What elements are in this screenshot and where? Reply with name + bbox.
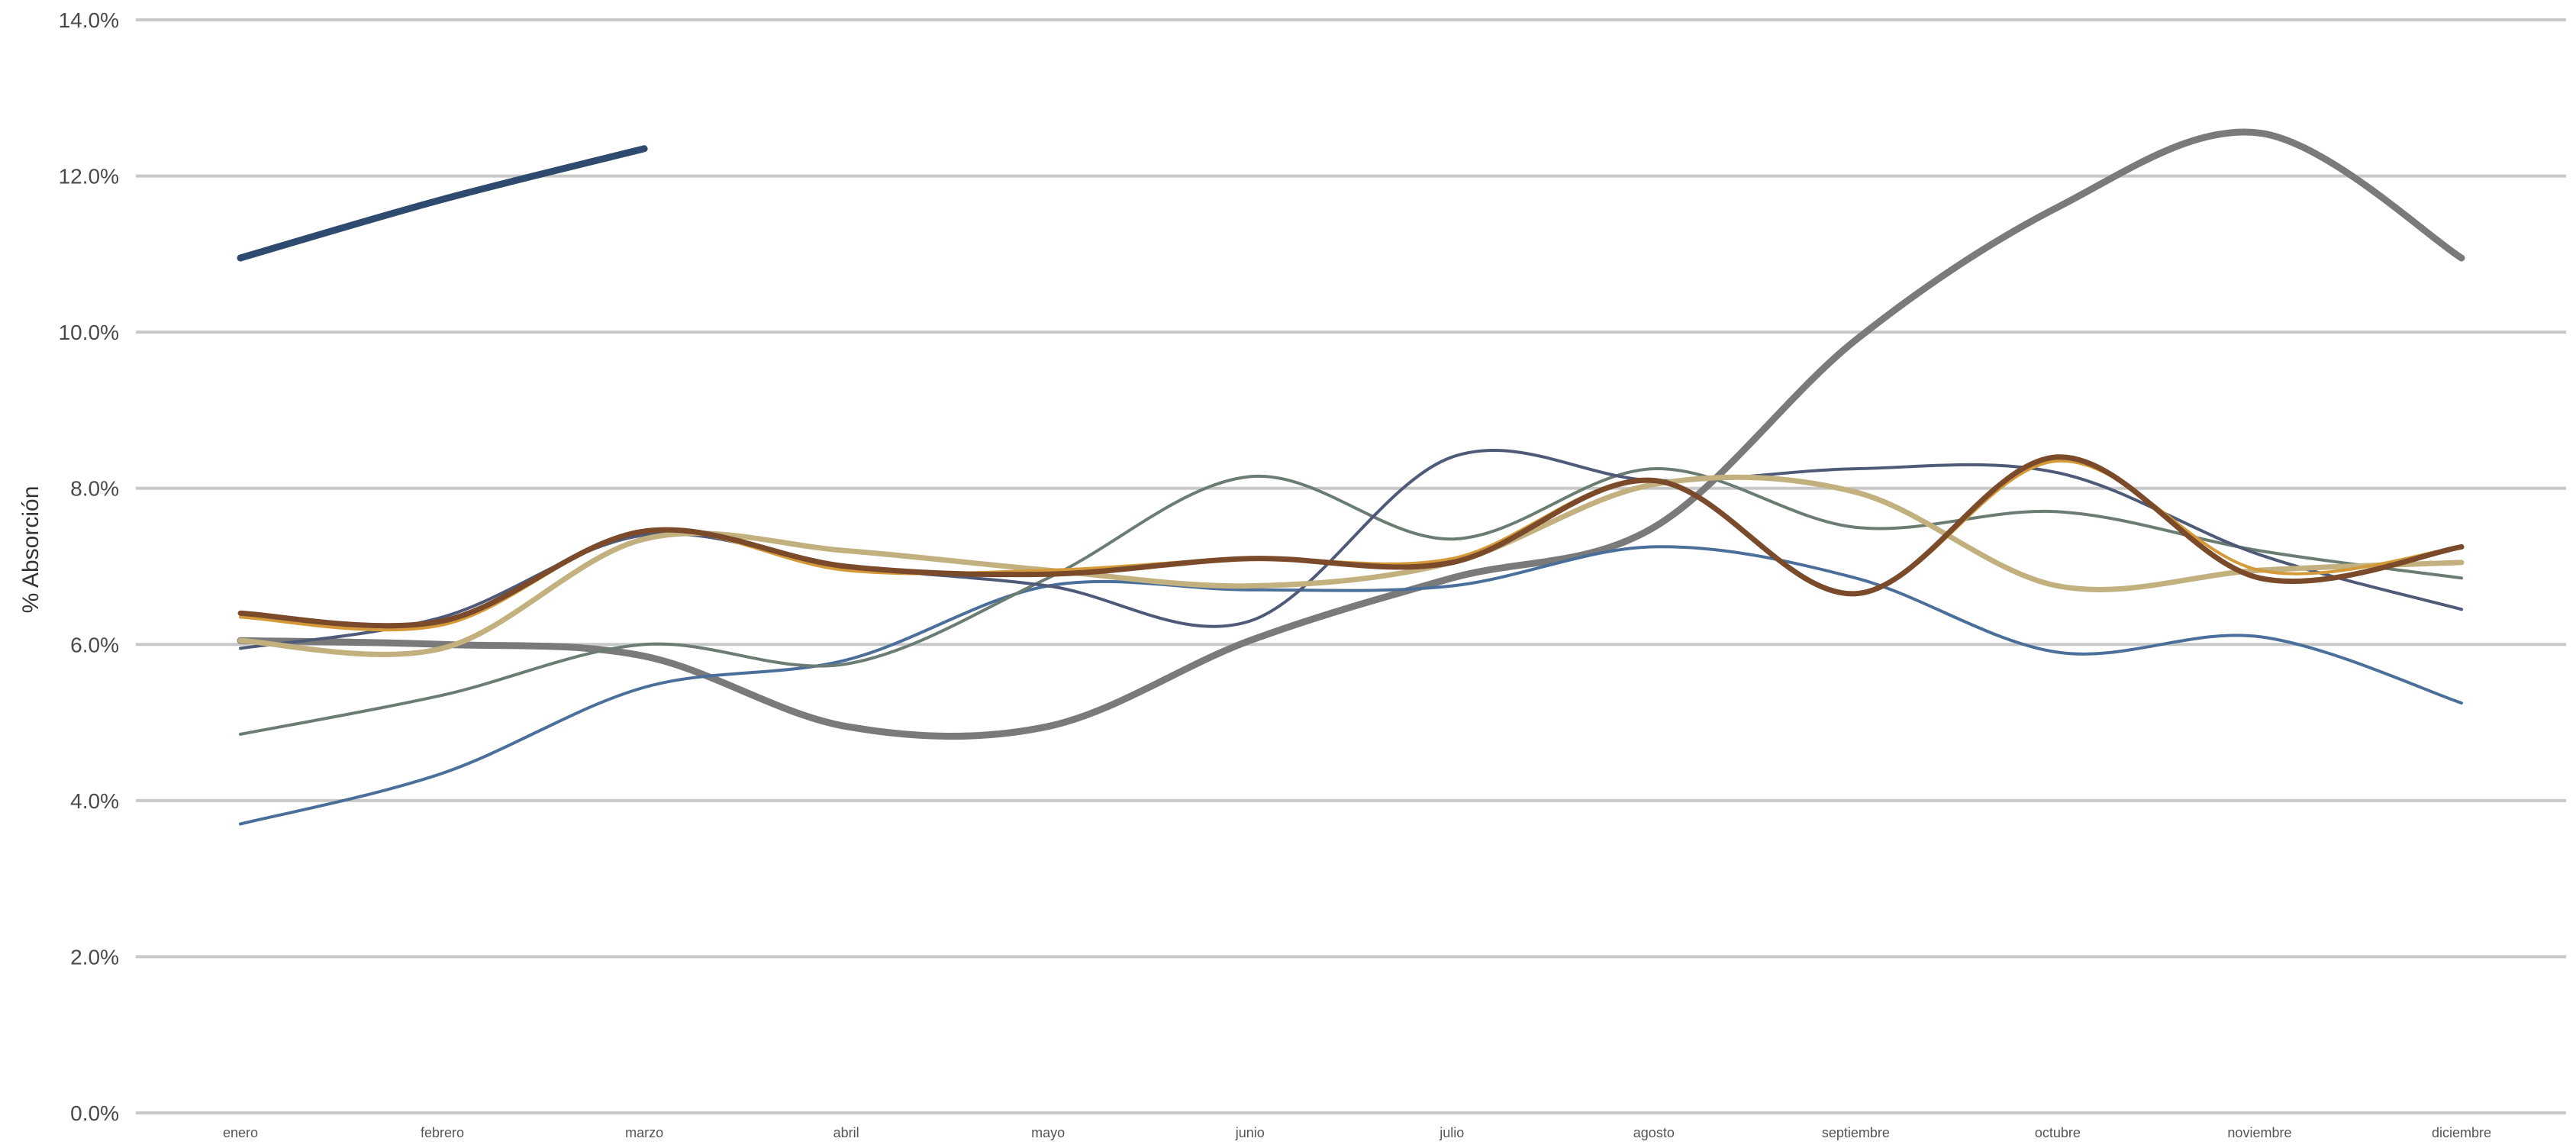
x-tick-label: abril (833, 1125, 859, 1140)
y-tick-label: 4.0% (70, 789, 119, 813)
x-tick-label: marzo (625, 1125, 663, 1140)
x-tick-label: mayo (1031, 1125, 1065, 1140)
x-tick-label: septiembre (1822, 1125, 1890, 1140)
x-tick-label: junio (1235, 1125, 1265, 1140)
series-line-8 (237, 454, 2465, 629)
series-line-4 (239, 467, 2463, 736)
y-axis-label: % Absorción (18, 486, 44, 614)
x-tick-label: octubre (2035, 1125, 2081, 1140)
y-tick-label: 14.0% (59, 8, 119, 32)
x-tick-label: noviembre (2227, 1125, 2291, 1140)
y-tick-label: 6.0% (70, 633, 119, 656)
y-tick-label: 12.0% (59, 165, 119, 189)
y-tick-label: 2.0% (70, 945, 119, 969)
series-line-3 (239, 545, 2463, 826)
series-line-5 (239, 449, 2463, 650)
series-line-1 (237, 145, 648, 262)
x-tick-label: diciembre (2432, 1125, 2491, 1140)
series-line-2 (237, 128, 2465, 740)
y-tick-label: 0.0% (70, 1101, 119, 1125)
x-tick-label: agosto (1633, 1125, 1675, 1140)
x-tick-label: enero (223, 1125, 258, 1140)
series-layer (237, 128, 2465, 826)
series-line-6 (237, 474, 2465, 657)
y-tick-label: 10.0% (59, 321, 119, 344)
x-axis-ticks: enero febrero marzo abril mayo junio julio agos… (223, 1125, 2491, 1140)
y-tick-label: 8.0% (70, 477, 119, 501)
x-tick-label: febrero (421, 1125, 464, 1140)
y-axis-ticks: 0.0% 2.0% 4.0% 6.0% 8.0% 10.0% 12.0% 14.0% (59, 8, 119, 1125)
x-tick-label: julio (1439, 1125, 1464, 1140)
